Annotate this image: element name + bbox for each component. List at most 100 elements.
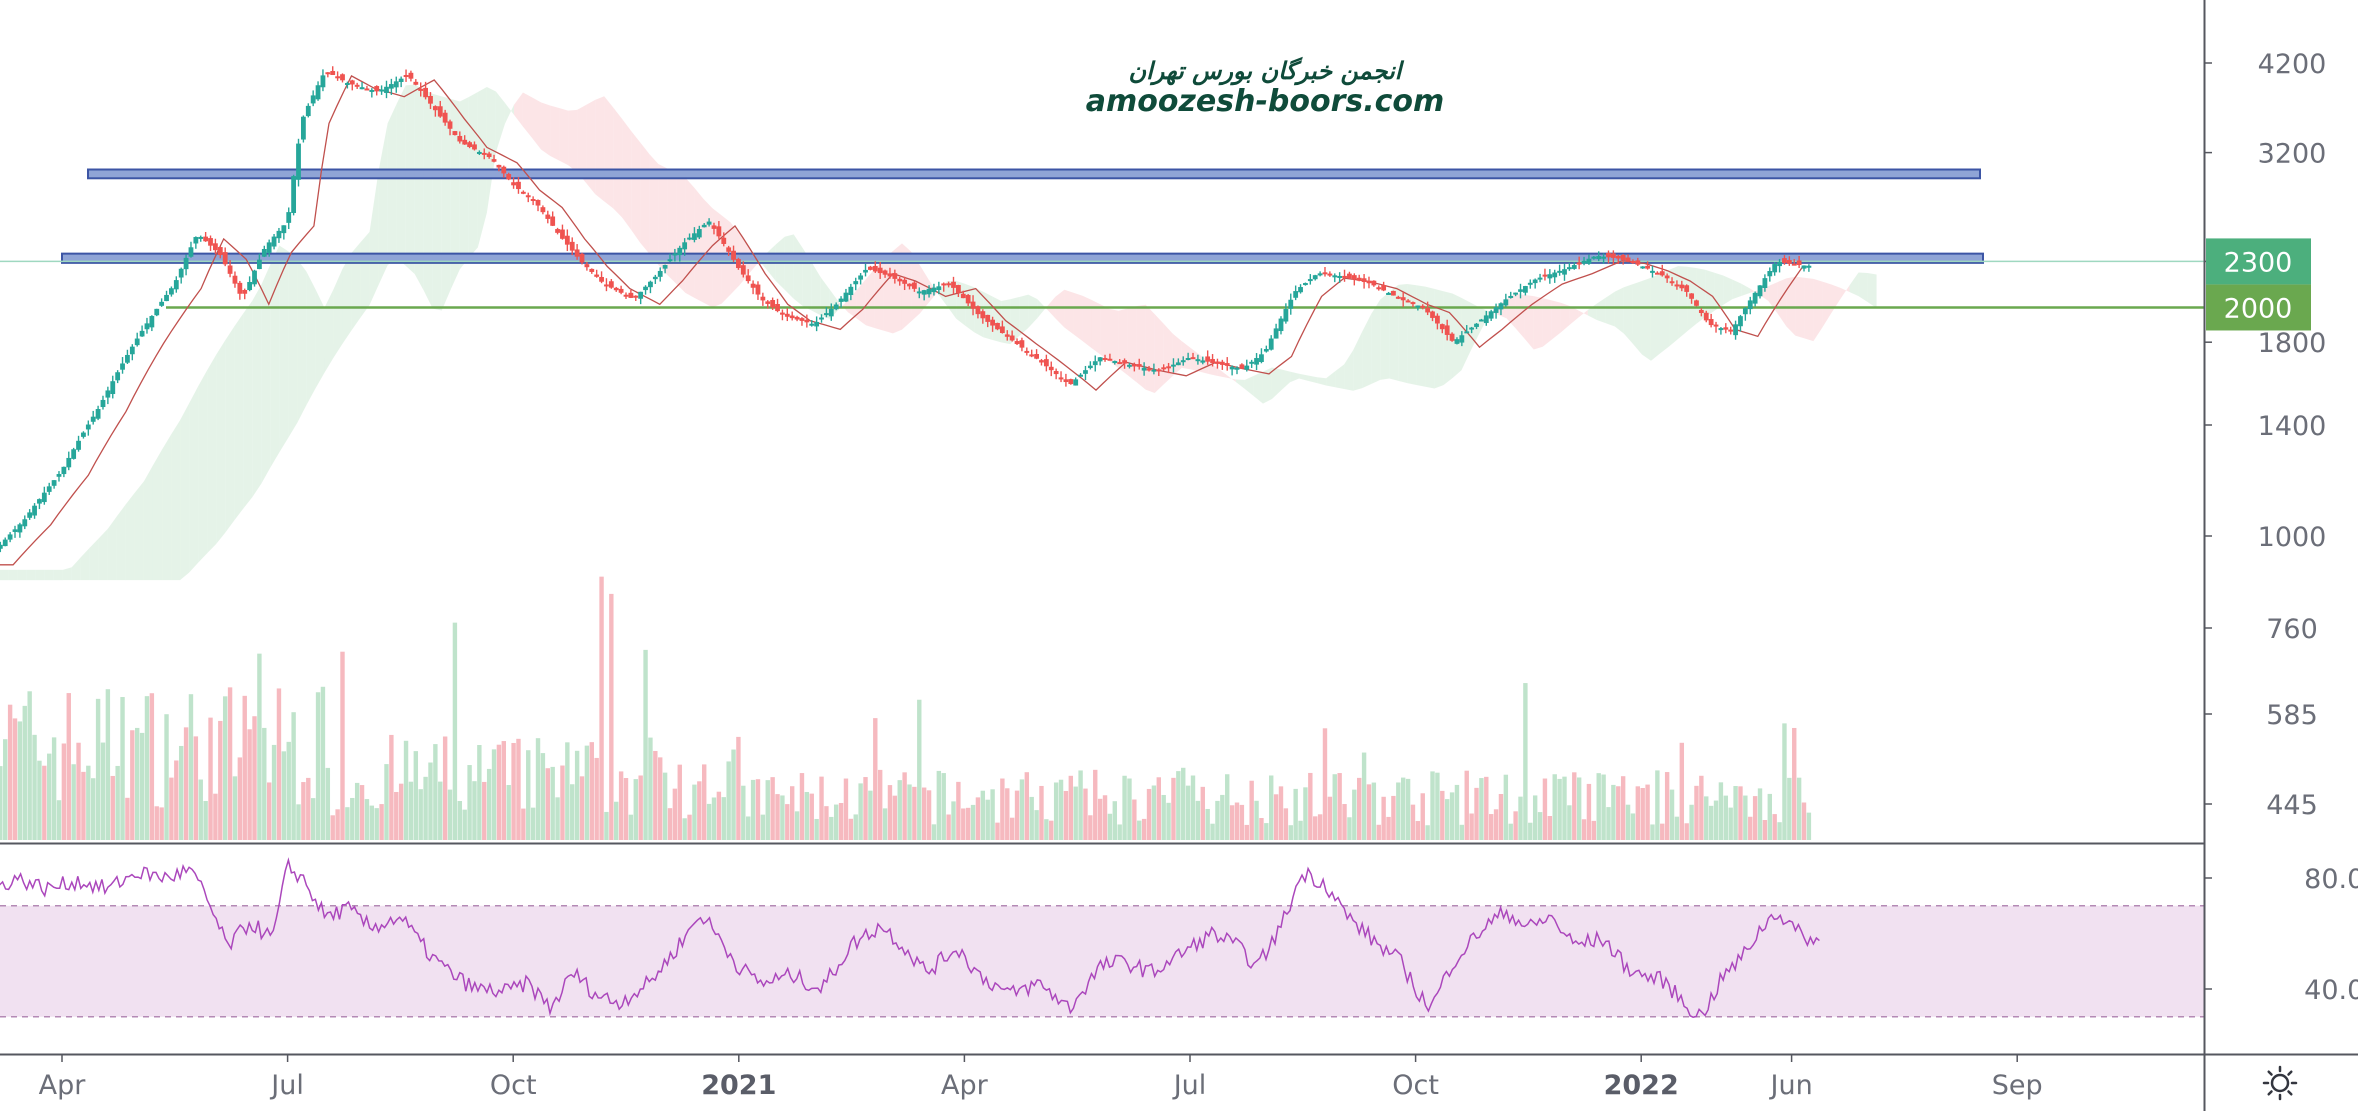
candle-body xyxy=(154,308,160,316)
candle-body xyxy=(71,449,77,459)
settings-sun-icon[interactable] xyxy=(2262,1065,2298,1101)
volume-bar xyxy=(858,783,863,840)
candle-body xyxy=(1474,323,1479,327)
cloud-segment xyxy=(1082,295,1092,348)
volume-bar xyxy=(1415,821,1421,840)
time-axis[interactable]: Apr Jul Oct 2021 Apr Jul Oct 2022 Jun Sep xyxy=(39,1054,2043,1101)
volume-bar xyxy=(877,769,883,840)
candle-body xyxy=(462,139,468,145)
candle-body xyxy=(32,505,37,516)
cloud-segment xyxy=(1741,283,1751,297)
candle-body xyxy=(1166,366,1171,369)
candle-body xyxy=(535,199,541,206)
cloud-segment xyxy=(1804,277,1814,342)
candle-body xyxy=(555,229,560,233)
volume-bar xyxy=(1039,785,1044,840)
price-tick-label: 4200 xyxy=(2258,49,2327,80)
volume-bar xyxy=(638,775,643,840)
cloud-segment xyxy=(1696,267,1706,324)
volume-bar xyxy=(1269,775,1274,840)
volume-bar xyxy=(174,760,179,840)
cloud-segment xyxy=(865,268,875,329)
cloud-segment xyxy=(44,569,54,581)
resistance-zone[interactable] xyxy=(87,168,1981,180)
volume-bar xyxy=(789,786,795,840)
candle-body xyxy=(662,265,668,269)
candle-body xyxy=(1293,291,1299,298)
cloud-segment xyxy=(53,569,63,581)
volume-bar xyxy=(1117,824,1122,840)
rsi-axis[interactable]: 80.0000 40.0000 xyxy=(2204,864,2358,1006)
volume-bar xyxy=(1112,801,1117,840)
candle-body xyxy=(1532,279,1538,284)
cloud-segment xyxy=(116,504,126,581)
cloud-segment xyxy=(1380,292,1390,380)
candle-body xyxy=(1537,277,1543,280)
volume-bar xyxy=(433,744,438,840)
candle-body xyxy=(951,281,956,288)
cloud-segment xyxy=(1362,314,1372,389)
candle-body xyxy=(1762,278,1768,289)
candle-body xyxy=(516,181,521,190)
volume-bar xyxy=(42,765,47,840)
volume-bar xyxy=(330,815,335,840)
cloud-segment xyxy=(1641,277,1651,361)
cloud-segment xyxy=(143,465,153,581)
volume-bar xyxy=(1508,823,1513,840)
candle-body xyxy=(643,286,648,291)
cloud-segment xyxy=(1118,308,1128,376)
volume-bar xyxy=(1244,824,1249,840)
price-axis[interactable]: 4200 3200 1800 1400 1000 760 585 445 xyxy=(2204,49,2326,821)
volume-bar xyxy=(711,797,717,840)
cloud-segment xyxy=(838,300,848,313)
candle-body xyxy=(1684,285,1690,292)
candle-body xyxy=(1493,307,1499,313)
volume-bar xyxy=(1484,776,1489,840)
cloud-segment xyxy=(1407,284,1417,385)
cloud-segment xyxy=(1416,285,1426,387)
volume-bar xyxy=(1792,727,1797,840)
volume-bar xyxy=(609,593,614,840)
cloud-segment xyxy=(1136,304,1146,390)
candle-body xyxy=(1259,354,1264,362)
volume-bar xyxy=(1552,774,1557,840)
volume-bar xyxy=(1347,817,1352,840)
cloud-segment xyxy=(874,258,884,331)
volume-bar xyxy=(1645,784,1650,840)
resistance-zones[interactable] xyxy=(61,168,1984,264)
candle-body xyxy=(672,253,678,256)
candle-body xyxy=(711,225,717,229)
support-line-group[interactable] xyxy=(0,260,2204,309)
volume-bar xyxy=(1591,820,1597,840)
volume-bar xyxy=(682,818,687,840)
volume-bar xyxy=(1034,810,1039,840)
cloud-segment xyxy=(1208,361,1218,376)
volume-bar xyxy=(1464,770,1469,840)
volume-bar xyxy=(467,765,472,840)
cloud-segment xyxy=(98,528,108,581)
volume-bar xyxy=(271,744,277,840)
candle-body xyxy=(403,75,409,78)
candle-body xyxy=(213,243,218,251)
volume-bar xyxy=(1718,782,1724,840)
volume-bar xyxy=(780,795,785,840)
volume-bar xyxy=(838,802,844,840)
candle-body xyxy=(740,265,746,275)
volume-bar xyxy=(66,693,71,840)
cloud-segment xyxy=(279,245,289,453)
volume-bar xyxy=(702,764,707,840)
cloud-segment xyxy=(288,251,298,438)
candle-body xyxy=(413,81,419,85)
candle-body xyxy=(1562,269,1567,275)
resistance-zone[interactable] xyxy=(61,252,1984,264)
cloud-segment xyxy=(1145,304,1155,393)
volume-bar xyxy=(653,750,658,840)
volume-bar xyxy=(296,804,301,840)
cloud-segment xyxy=(0,569,9,581)
volume-bar xyxy=(1611,784,1616,840)
volume-bar xyxy=(1469,813,1474,840)
candle-body xyxy=(261,249,267,257)
candle-body xyxy=(648,281,653,288)
candle-body xyxy=(227,265,233,274)
